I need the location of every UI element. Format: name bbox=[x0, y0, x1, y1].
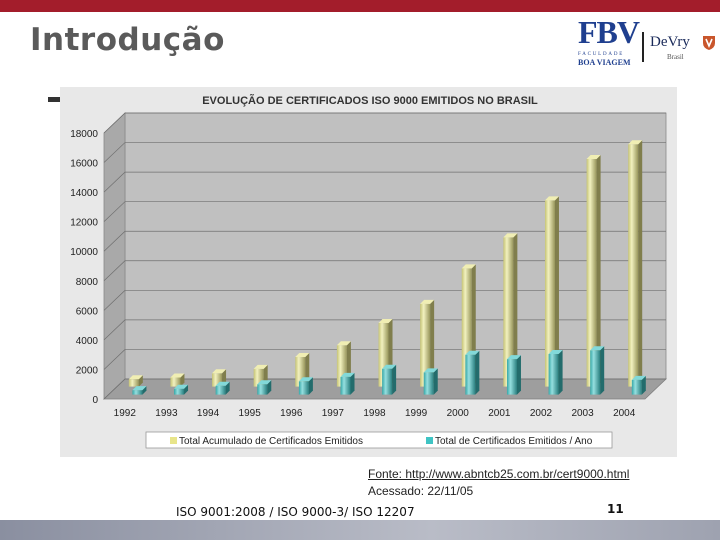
bar-1996-annual bbox=[298, 377, 313, 395]
source-accessed: Acessado: 22/11/05 bbox=[368, 484, 474, 498]
bar-1993-annual bbox=[174, 384, 189, 395]
x-tick-label: 2003 bbox=[571, 408, 594, 419]
bar-2001-annual bbox=[506, 355, 521, 395]
gridline bbox=[103, 289, 666, 311]
y-tick-label: 10000 bbox=[70, 247, 98, 258]
plot-side-wall bbox=[103, 112, 126, 400]
legend-label: Total Acumulado de Certificados Emitidos bbox=[179, 436, 363, 447]
legend-swatch bbox=[170, 437, 177, 444]
bar-2003-annual bbox=[590, 346, 605, 395]
x-tick-label: 2002 bbox=[530, 408, 553, 419]
page-number: 11 bbox=[607, 502, 624, 516]
bar-2002-total bbox=[544, 196, 559, 387]
chart-title: EVOLUÇÃO DE CERTIFICADOS ISO 9000 EMITID… bbox=[202, 94, 538, 107]
x-tick-label: 1996 bbox=[280, 408, 303, 419]
legend-swatch bbox=[426, 437, 433, 444]
logo-divider bbox=[642, 32, 644, 62]
top-accent-bar bbox=[0, 0, 720, 12]
devry-logo: DeVry bbox=[650, 34, 690, 50]
y-tick-label: 2000 bbox=[76, 365, 99, 376]
bar-1997-annual bbox=[340, 372, 355, 395]
legend-box bbox=[145, 431, 613, 449]
gridline bbox=[103, 201, 666, 222]
x-tick-label: 1994 bbox=[197, 408, 220, 419]
gridline bbox=[103, 142, 666, 163]
y-tick-label: 16000 bbox=[70, 159, 98, 170]
bar-1999-total bbox=[420, 299, 435, 387]
y-tick-label: 6000 bbox=[76, 306, 99, 317]
footer-text: ISO 9001:2008 / ISO 9000-3/ ISO 12207 bbox=[176, 505, 415, 519]
x-tick-label: 1992 bbox=[114, 408, 137, 419]
devry-logo-subtitle: Brasil bbox=[667, 53, 684, 61]
bar-2004-total bbox=[628, 140, 643, 387]
gridline bbox=[103, 260, 666, 282]
fbv-logo-name: BOA VIAGEM bbox=[578, 58, 631, 67]
bar-1992-annual bbox=[132, 386, 147, 395]
logo-area: FBV FACULDADE BOA VIAGEM DeVry Brasil bbox=[570, 12, 720, 82]
legend-label: Total de Certificados Emitidos / Ano bbox=[435, 436, 593, 447]
fbv-logo: FBV bbox=[578, 14, 640, 50]
y-tick-label: 4000 bbox=[76, 336, 99, 347]
gridline bbox=[103, 378, 666, 400]
bar-1999-annual bbox=[423, 368, 438, 395]
bottom-bar bbox=[0, 520, 720, 540]
bar-2003-total bbox=[586, 155, 601, 387]
bar-chart: EVOLUÇÃO DE CERTIFICADOS ISO 9000 EMITID… bbox=[60, 87, 677, 457]
plot-back-wall bbox=[124, 112, 667, 380]
x-tick-label: 1997 bbox=[322, 408, 345, 419]
x-tick-label: 1998 bbox=[363, 408, 386, 419]
y-tick-label: 0 bbox=[92, 395, 98, 406]
y-tick-label: 14000 bbox=[70, 188, 98, 199]
gridline bbox=[103, 230, 666, 252]
bar-1993-total bbox=[170, 373, 185, 387]
bar-2000-annual bbox=[465, 350, 480, 395]
bar-1995-annual bbox=[257, 380, 272, 395]
source-link[interactable]: Fonte: http://www.abntcb25.com.br/cert90… bbox=[368, 467, 630, 481]
chart-container: EVOLUÇÃO DE CERTIFICADOS ISO 9000 EMITID… bbox=[60, 87, 677, 457]
bar-2001-total bbox=[503, 233, 518, 387]
gridline bbox=[103, 349, 666, 370]
x-tick-label: 1993 bbox=[155, 408, 178, 419]
devry-shield-icon bbox=[703, 36, 715, 50]
y-tick-label: 8000 bbox=[76, 277, 99, 288]
bar-1994-annual bbox=[215, 381, 230, 395]
source-note: Fonte: http://www.abntcb25.com.br/cert90… bbox=[368, 466, 629, 500]
x-tick-label: 2000 bbox=[447, 408, 470, 419]
gridline bbox=[103, 319, 666, 341]
bar-2002-annual bbox=[548, 349, 563, 395]
gridline bbox=[103, 171, 666, 193]
x-tick-label: 2001 bbox=[488, 408, 511, 419]
bar-2004-annual bbox=[631, 375, 646, 395]
slide-title: Introdução bbox=[30, 22, 225, 58]
bar-1998-annual bbox=[382, 364, 397, 395]
y-tick-label: 18000 bbox=[70, 129, 98, 140]
bullet-marker bbox=[48, 97, 62, 102]
x-tick-label: 2004 bbox=[613, 408, 636, 419]
y-tick-label: 12000 bbox=[70, 218, 98, 229]
x-tick-label: 1995 bbox=[239, 408, 262, 419]
fbv-logo-subtitle: FACULDADE bbox=[578, 52, 625, 57]
gridline bbox=[103, 112, 666, 134]
x-tick-label: 1999 bbox=[405, 408, 428, 419]
bar-1992-total bbox=[128, 375, 143, 387]
